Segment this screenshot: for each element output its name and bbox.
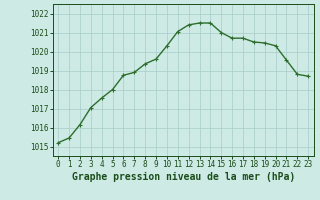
X-axis label: Graphe pression niveau de la mer (hPa): Graphe pression niveau de la mer (hPa) bbox=[72, 172, 295, 182]
